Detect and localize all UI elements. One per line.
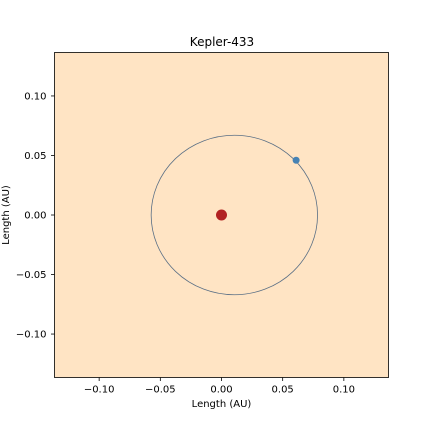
y-tick-label: −0.05 bbox=[16, 270, 47, 281]
y-axis-label: Length (AU) bbox=[1, 185, 12, 245]
x-tick-label: 0.05 bbox=[272, 385, 294, 396]
y-tick-label: 0.05 bbox=[24, 151, 46, 162]
data-marks bbox=[150, 134, 318, 296]
x-tick-label: 0.10 bbox=[333, 385, 355, 396]
star-point bbox=[216, 209, 227, 221]
chart-title: Kepler-433 bbox=[190, 35, 254, 49]
y-tick-label: 0.10 bbox=[24, 91, 46, 102]
y-axis-ticks: −0.10 −0.05 0.00 0.05 0.10 bbox=[16, 91, 55, 341]
x-tick-label: −0.10 bbox=[84, 385, 115, 396]
y-tick-label: −0.10 bbox=[16, 330, 47, 341]
x-axis-label: Length (AU) bbox=[192, 399, 252, 410]
planet-point bbox=[292, 156, 300, 164]
x-tick-label: −0.05 bbox=[145, 385, 176, 396]
x-tick-label: 0.00 bbox=[210, 385, 232, 396]
y-tick-label: 0.00 bbox=[24, 211, 46, 222]
orbit-path bbox=[150, 134, 318, 296]
x-axis-ticks: −0.10 −0.05 0.00 0.05 0.10 bbox=[84, 377, 355, 396]
